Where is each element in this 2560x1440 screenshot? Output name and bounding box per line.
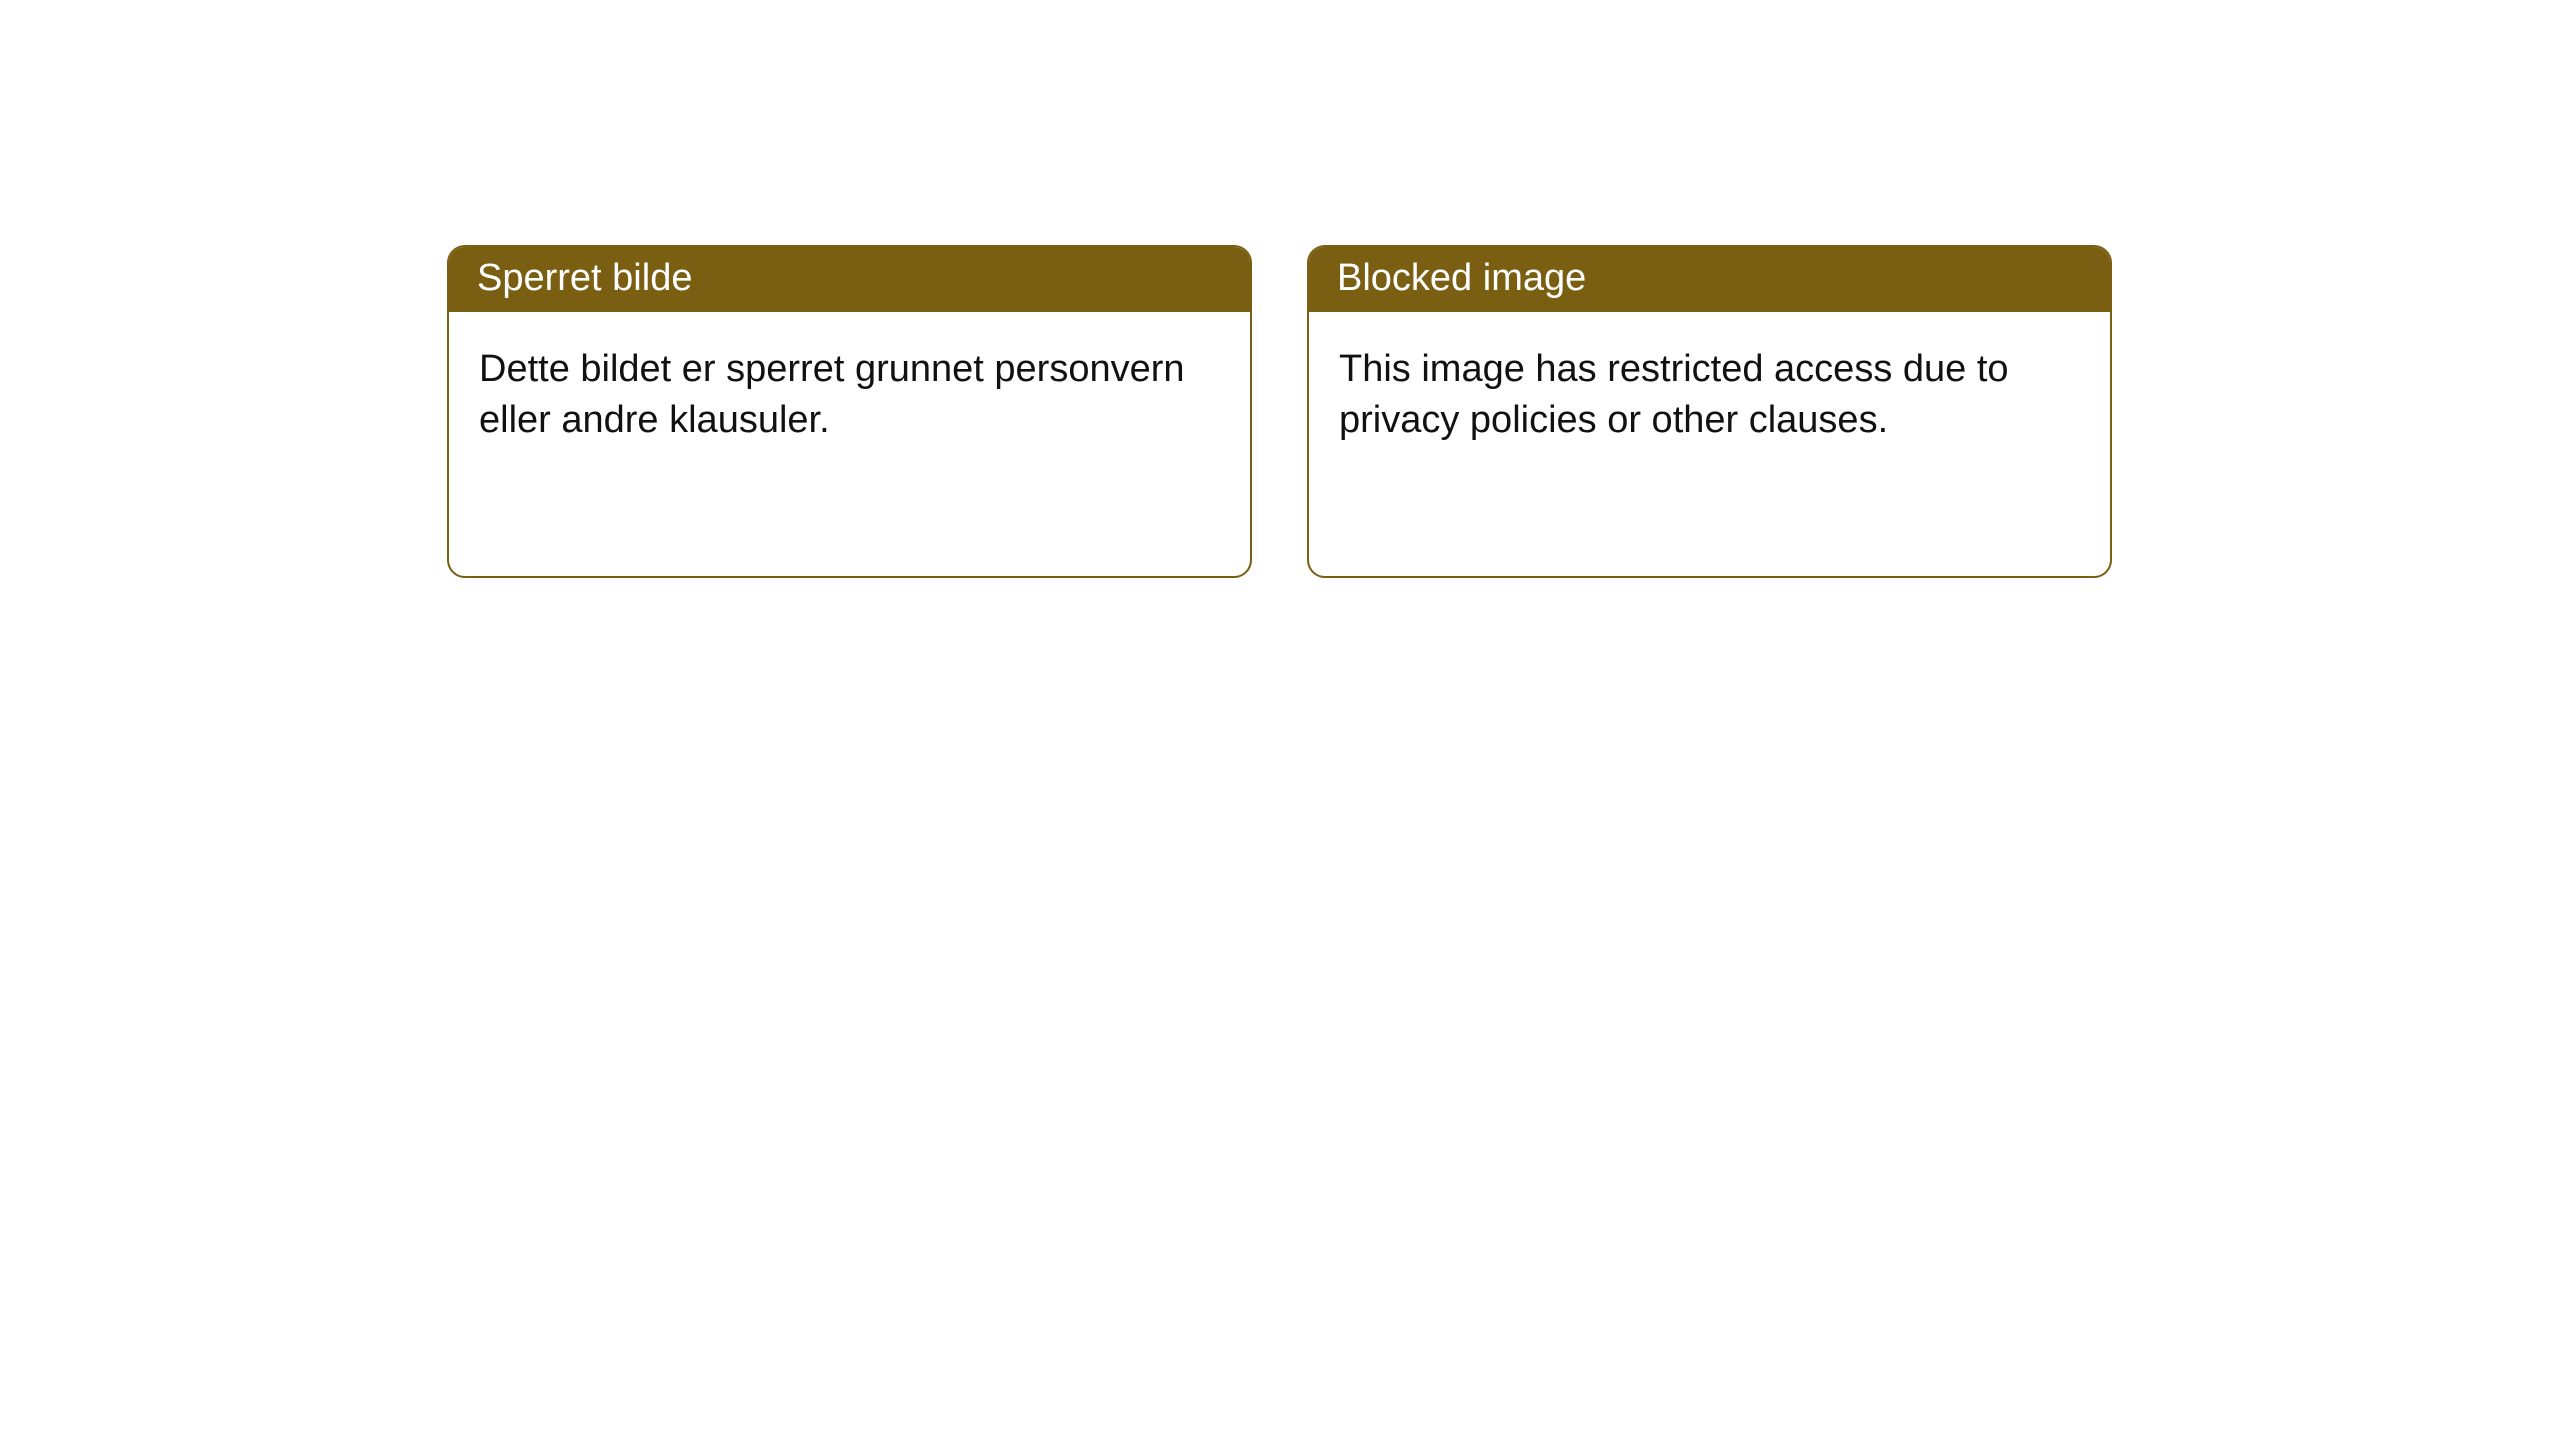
notice-card-english: Blocked image This image has restricted … <box>1307 245 2112 578</box>
notice-body: This image has restricted access due to … <box>1309 312 2110 447</box>
notice-container: Sperret bilde Dette bildet er sperret gr… <box>0 0 2560 578</box>
notice-header: Sperret bilde <box>449 247 1250 312</box>
notice-card-norwegian: Sperret bilde Dette bildet er sperret gr… <box>447 245 1252 578</box>
notice-body: Dette bildet er sperret grunnet personve… <box>449 312 1250 447</box>
notice-header: Blocked image <box>1309 247 2110 312</box>
